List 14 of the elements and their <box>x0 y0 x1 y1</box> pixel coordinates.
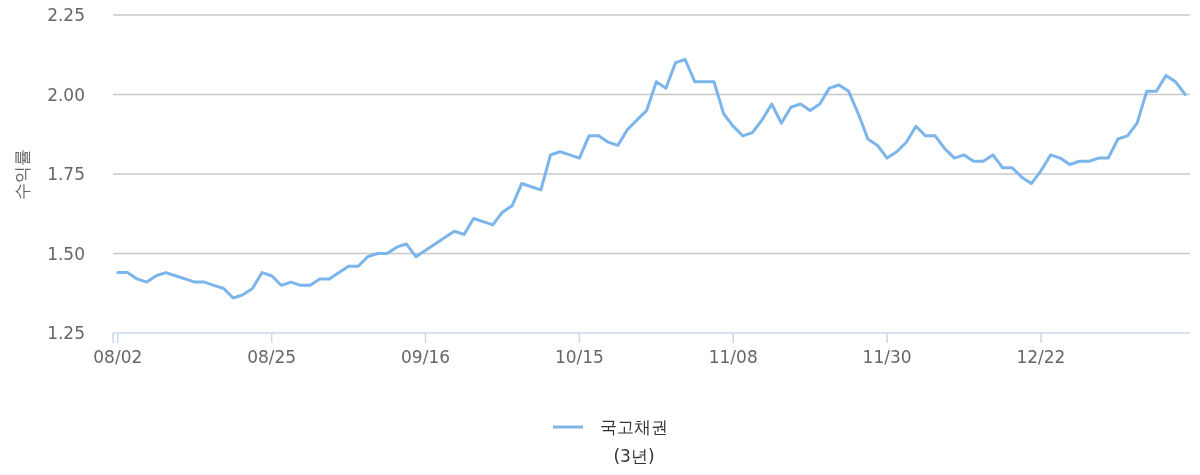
y-tick-label: 1.75 <box>47 164 85 184</box>
y-tick-label: 2.00 <box>47 84 85 105</box>
x-tick-label: 09/16 <box>401 347 451 367</box>
y-tick-label: 1.50 <box>47 243 85 264</box>
x-tick-label: 11/30 <box>862 347 912 367</box>
x-tick-label: 10/15 <box>554 347 604 367</box>
x-tick-label: 12/22 <box>1016 347 1066 367</box>
y-tick-label: 1.25 <box>47 323 85 343</box>
x-tick-label: 08/02 <box>93 347 143 367</box>
legend-label: 국고채권 (3년) <box>600 417 668 466</box>
y-axis-title: 수익률 <box>12 148 32 200</box>
x-tick-label: 08/25 <box>247 347 297 367</box>
x-tick-label: 11/08 <box>708 347 758 367</box>
y-tick-label: 2.25 <box>47 5 85 25</box>
